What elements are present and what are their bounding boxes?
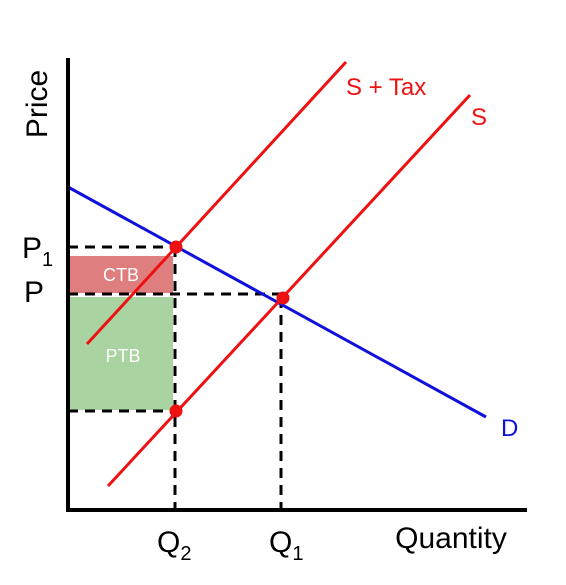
quantity-label: Q1 — [269, 526, 303, 565]
x-axis-title: Quantity — [395, 522, 507, 555]
demand-label: D — [501, 415, 518, 442]
ctb-label: CTB — [103, 265, 139, 285]
supply-tax-curve — [85, 60, 348, 346]
label-main: P — [24, 276, 44, 309]
equilibrium-point — [169, 404, 183, 418]
label-sub: 2 — [180, 543, 191, 565]
equilibrium-point — [276, 291, 290, 305]
label-main: P — [22, 232, 42, 265]
quantity-label: Q2 — [157, 526, 191, 565]
supply-curve — [106, 93, 472, 488]
price-label: P1 — [22, 232, 53, 271]
ctb-area — [70, 256, 173, 293]
y-axis-title: Price — [21, 70, 54, 138]
ptb-label: PTB — [105, 346, 140, 366]
label-sub: 1 — [292, 543, 303, 565]
label-main: Q — [157, 526, 180, 559]
supply-tax-label: S + Tax — [346, 74, 426, 101]
label-sub: 1 — [42, 249, 53, 271]
ptb-area — [70, 297, 173, 410]
equilibrium-point — [169, 240, 183, 254]
supply-label: S — [471, 104, 487, 131]
price-label: P — [24, 276, 44, 309]
label-main: Q — [269, 526, 292, 559]
